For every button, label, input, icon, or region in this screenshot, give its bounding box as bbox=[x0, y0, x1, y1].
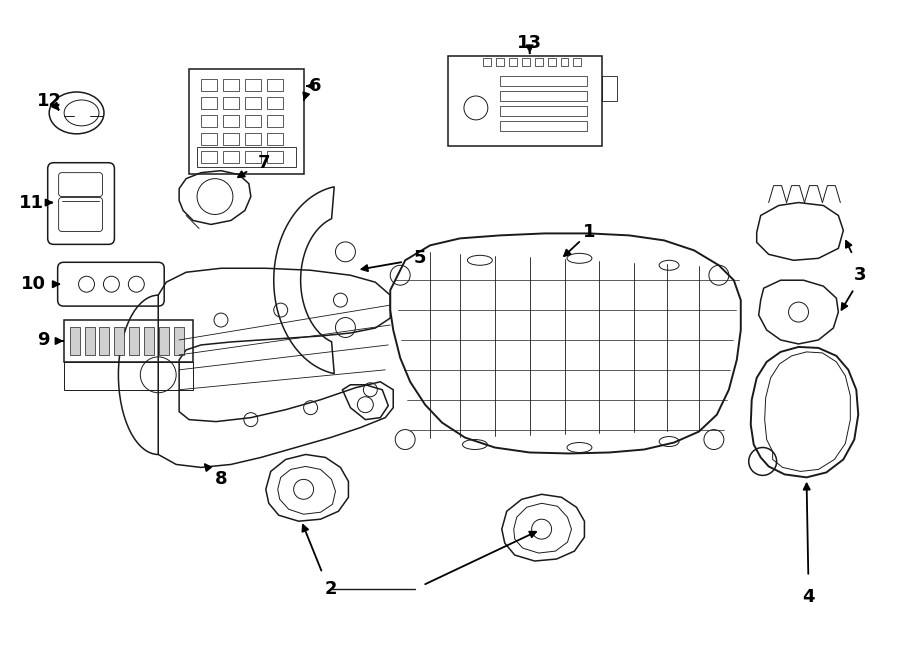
Bar bbox=[245, 151, 261, 163]
Bar bbox=[245, 97, 261, 109]
Bar bbox=[100, 327, 110, 355]
Bar bbox=[266, 115, 283, 127]
Bar bbox=[64, 320, 194, 362]
Bar bbox=[500, 91, 588, 101]
Bar bbox=[130, 327, 140, 355]
Text: 4: 4 bbox=[802, 588, 814, 606]
Bar bbox=[223, 79, 238, 91]
Bar bbox=[144, 327, 154, 355]
Bar bbox=[175, 327, 184, 355]
Bar bbox=[223, 133, 238, 145]
Bar bbox=[535, 58, 543, 66]
Bar bbox=[245, 133, 261, 145]
Bar bbox=[483, 58, 490, 66]
Text: 11: 11 bbox=[19, 194, 44, 212]
Bar bbox=[223, 97, 238, 109]
Bar bbox=[266, 151, 283, 163]
Bar bbox=[500, 106, 588, 116]
Text: 9: 9 bbox=[38, 331, 50, 349]
Bar bbox=[201, 133, 217, 145]
Bar bbox=[201, 97, 217, 109]
Bar bbox=[85, 327, 94, 355]
Bar bbox=[266, 133, 283, 145]
Bar bbox=[114, 327, 124, 355]
Bar bbox=[245, 79, 261, 91]
Bar bbox=[201, 79, 217, 91]
Bar bbox=[223, 151, 238, 163]
Bar bbox=[201, 151, 217, 163]
Text: 6: 6 bbox=[310, 77, 322, 95]
Text: 5: 5 bbox=[414, 249, 427, 267]
Text: 2: 2 bbox=[324, 580, 337, 598]
Bar bbox=[64, 362, 194, 390]
Text: 8: 8 bbox=[215, 471, 228, 488]
Bar bbox=[522, 58, 530, 66]
Bar bbox=[159, 327, 169, 355]
Bar bbox=[266, 97, 283, 109]
Bar bbox=[508, 58, 517, 66]
Bar bbox=[223, 115, 238, 127]
Bar bbox=[547, 58, 555, 66]
Bar bbox=[500, 121, 588, 131]
Text: 3: 3 bbox=[854, 266, 867, 284]
Text: 1: 1 bbox=[583, 223, 596, 241]
Bar bbox=[197, 147, 296, 167]
Bar bbox=[573, 58, 581, 66]
Bar bbox=[266, 79, 283, 91]
Text: 13: 13 bbox=[518, 34, 542, 52]
Bar bbox=[245, 115, 261, 127]
Bar bbox=[496, 58, 504, 66]
Text: 7: 7 bbox=[257, 154, 270, 172]
Text: 10: 10 bbox=[22, 275, 46, 293]
Bar bbox=[69, 327, 79, 355]
Bar bbox=[201, 115, 217, 127]
Bar bbox=[500, 76, 588, 86]
Text: 12: 12 bbox=[37, 92, 62, 110]
Bar bbox=[602, 76, 617, 101]
Bar bbox=[561, 58, 569, 66]
